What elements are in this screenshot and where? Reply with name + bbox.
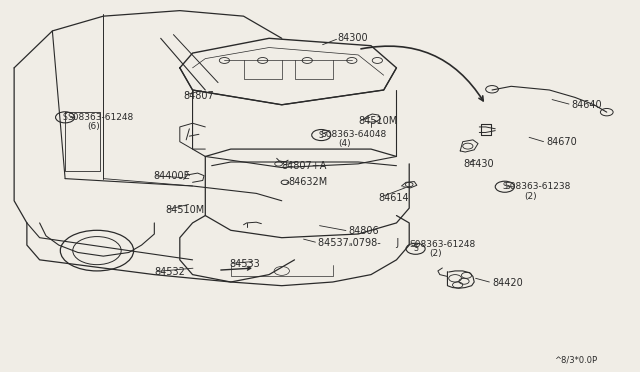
Circle shape bbox=[406, 243, 425, 254]
Text: S: S bbox=[63, 113, 67, 122]
Text: 84400E: 84400E bbox=[153, 171, 190, 181]
Text: 84510M: 84510M bbox=[358, 116, 397, 126]
Text: S08363-61248: S08363-61248 bbox=[68, 113, 134, 122]
Text: 84430: 84430 bbox=[463, 159, 494, 169]
Text: S: S bbox=[413, 244, 418, 253]
Text: 84532: 84532 bbox=[154, 267, 185, 277]
Text: S: S bbox=[319, 131, 324, 140]
Text: 84807: 84807 bbox=[183, 90, 214, 100]
Text: (2): (2) bbox=[429, 250, 442, 259]
Text: 84632M: 84632M bbox=[288, 177, 328, 187]
Text: ^8/3*0.0P: ^8/3*0.0P bbox=[554, 355, 597, 364]
Text: (6): (6) bbox=[88, 122, 100, 131]
Text: 84420: 84420 bbox=[492, 278, 523, 288]
Text: 84614: 84614 bbox=[379, 193, 409, 203]
Circle shape bbox=[312, 129, 331, 141]
Text: (4): (4) bbox=[338, 140, 351, 148]
Text: 84300: 84300 bbox=[338, 33, 369, 43]
Text: (2): (2) bbox=[524, 192, 536, 201]
Text: 84806: 84806 bbox=[349, 226, 380, 236]
Text: S: S bbox=[502, 182, 507, 191]
Text: 84510M: 84510M bbox=[166, 205, 205, 215]
Text: S08363-61248: S08363-61248 bbox=[409, 240, 476, 249]
Text: 84537ₐ0798-     J: 84537ₐ0798- J bbox=[318, 238, 399, 248]
Text: 84670: 84670 bbox=[546, 137, 577, 147]
Text: S08363-61238: S08363-61238 bbox=[505, 182, 571, 191]
Text: 84640: 84640 bbox=[572, 100, 602, 110]
Circle shape bbox=[495, 181, 515, 192]
Text: 84533: 84533 bbox=[230, 259, 260, 269]
Circle shape bbox=[56, 112, 75, 123]
Text: 84807+A: 84807+A bbox=[282, 161, 327, 171]
Text: S08363-64048: S08363-64048 bbox=[320, 130, 387, 139]
